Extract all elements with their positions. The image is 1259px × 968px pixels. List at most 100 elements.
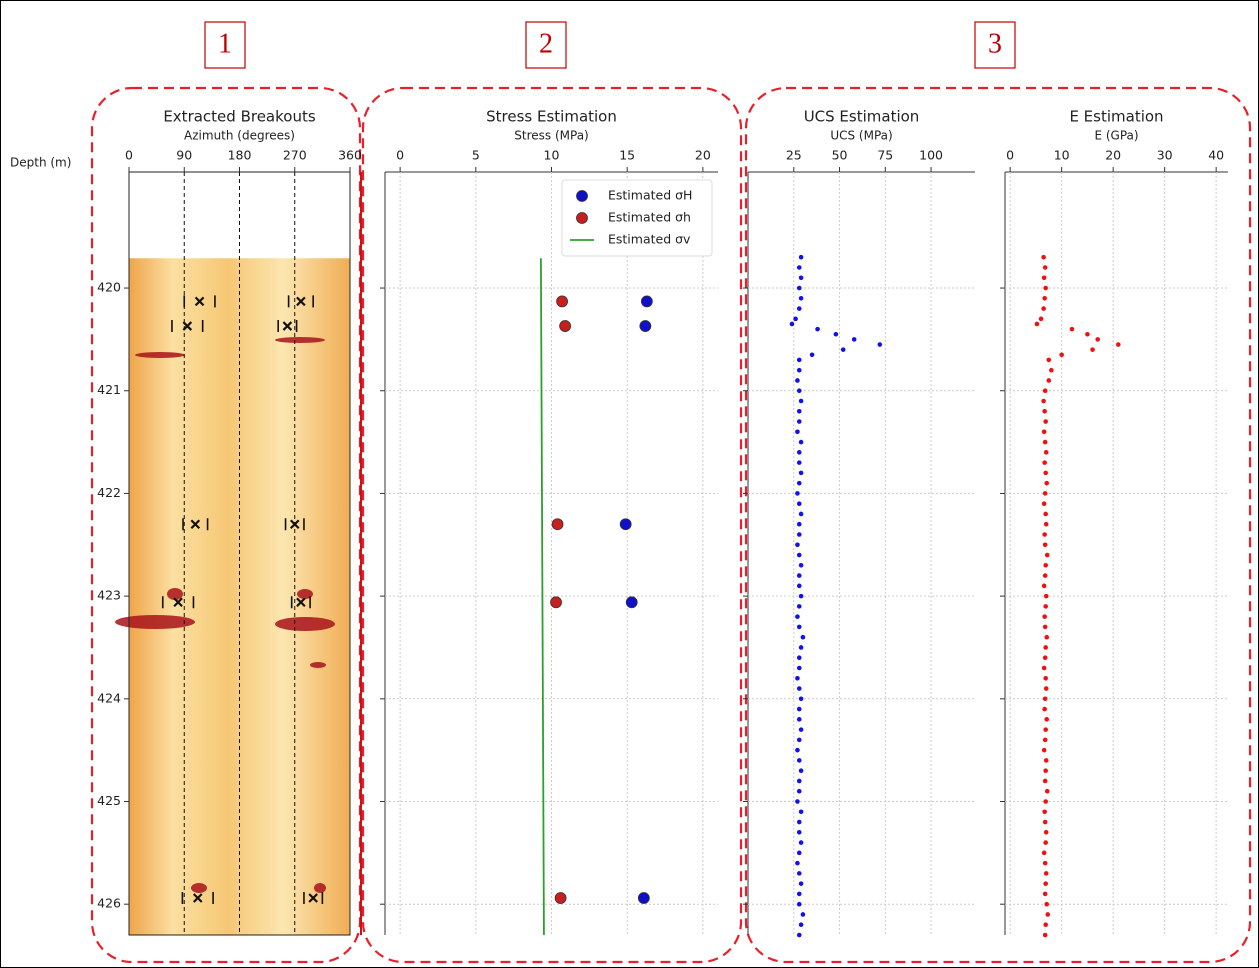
- point: [799, 255, 804, 260]
- point: [797, 368, 802, 373]
- point: [797, 481, 802, 486]
- point: [1042, 532, 1047, 537]
- x-axis-label: E (GPa): [1094, 129, 1138, 143]
- point: [1042, 296, 1047, 301]
- point: [1041, 306, 1046, 311]
- x-tick-label: 20: [695, 148, 711, 163]
- point: [799, 881, 804, 886]
- point: [1042, 614, 1047, 619]
- x-tick-label: 0: [1006, 148, 1014, 163]
- image-feature: [191, 883, 207, 893]
- point: [799, 697, 804, 702]
- point: [799, 440, 804, 445]
- point: [799, 809, 804, 814]
- point: [797, 460, 802, 465]
- point: [797, 892, 802, 897]
- y-tick-label: 423: [97, 588, 121, 603]
- point: [1035, 322, 1040, 327]
- legend-label: Estimated σv: [608, 232, 691, 247]
- point: [810, 352, 815, 357]
- point: [1042, 430, 1047, 435]
- x-tick-label: 10: [544, 148, 560, 163]
- point: [1043, 861, 1048, 866]
- point: [1090, 347, 1095, 352]
- point: [1095, 337, 1100, 342]
- point: [1046, 358, 1051, 363]
- image-feature: [275, 337, 325, 343]
- point: [1044, 871, 1049, 876]
- point: [1042, 501, 1047, 506]
- point: [1044, 717, 1049, 722]
- point: [1043, 881, 1048, 886]
- y-tick-label: 424: [97, 690, 121, 705]
- point: [797, 789, 802, 794]
- point: [797, 604, 802, 609]
- point: [1042, 851, 1047, 856]
- point: [1043, 604, 1048, 609]
- x-tick-label: 5: [472, 148, 480, 163]
- point: [793, 317, 798, 322]
- point: [797, 532, 802, 537]
- point: [1059, 352, 1064, 357]
- x-tick-label: 270: [283, 148, 307, 163]
- point: [1044, 522, 1049, 527]
- panel-label: 3: [988, 28, 1002, 59]
- point: [797, 779, 802, 784]
- point: [620, 519, 631, 530]
- point: [1045, 553, 1050, 558]
- point: [1043, 388, 1048, 393]
- point: [1043, 542, 1048, 547]
- point: [795, 542, 800, 547]
- point: [797, 666, 802, 671]
- chart-title: UCS Estimation: [804, 108, 920, 126]
- point: [555, 893, 566, 904]
- x-tick-label: 40: [1208, 148, 1224, 163]
- point: [1043, 768, 1048, 773]
- point: [1044, 830, 1049, 835]
- y-tick-label: 421: [97, 382, 121, 397]
- point: [1044, 758, 1049, 763]
- point: [1043, 820, 1048, 825]
- point: [799, 922, 804, 927]
- point: [1042, 460, 1047, 465]
- point: [1043, 419, 1048, 424]
- point: [834, 332, 839, 337]
- point: [1043, 892, 1048, 897]
- point: [1043, 645, 1048, 650]
- point: [1043, 922, 1048, 927]
- point: [795, 378, 800, 383]
- point: [801, 912, 806, 917]
- legend-label: Estimated σh: [608, 210, 691, 225]
- point: [1043, 779, 1048, 784]
- point: [1044, 481, 1049, 486]
- point: [799, 471, 804, 476]
- point: [1044, 450, 1049, 455]
- point: [795, 799, 800, 804]
- point: [797, 625, 802, 630]
- point: [797, 758, 802, 763]
- point: [799, 768, 804, 773]
- point: [797, 265, 802, 270]
- x-axis-label: UCS (MPa): [830, 129, 892, 143]
- x-tick-label: 0: [125, 148, 133, 163]
- y-tick-label: 426: [97, 896, 121, 911]
- point: [1042, 666, 1047, 671]
- point: [795, 430, 800, 435]
- point: [795, 748, 800, 753]
- point: [1042, 809, 1047, 814]
- point: [1045, 789, 1050, 794]
- x-tick-label: 90: [176, 148, 192, 163]
- point: [797, 409, 802, 414]
- point: [797, 820, 802, 825]
- point: [1043, 799, 1048, 804]
- point: [1043, 491, 1048, 496]
- point: [638, 893, 649, 904]
- x-axis-label: Stress (MPa): [514, 129, 588, 143]
- y-tick-label: 425: [97, 793, 121, 808]
- point: [1043, 471, 1048, 476]
- point: [795, 614, 800, 619]
- image-feature: [135, 352, 185, 358]
- point: [797, 717, 802, 722]
- point: [1044, 686, 1049, 691]
- point: [1043, 625, 1048, 630]
